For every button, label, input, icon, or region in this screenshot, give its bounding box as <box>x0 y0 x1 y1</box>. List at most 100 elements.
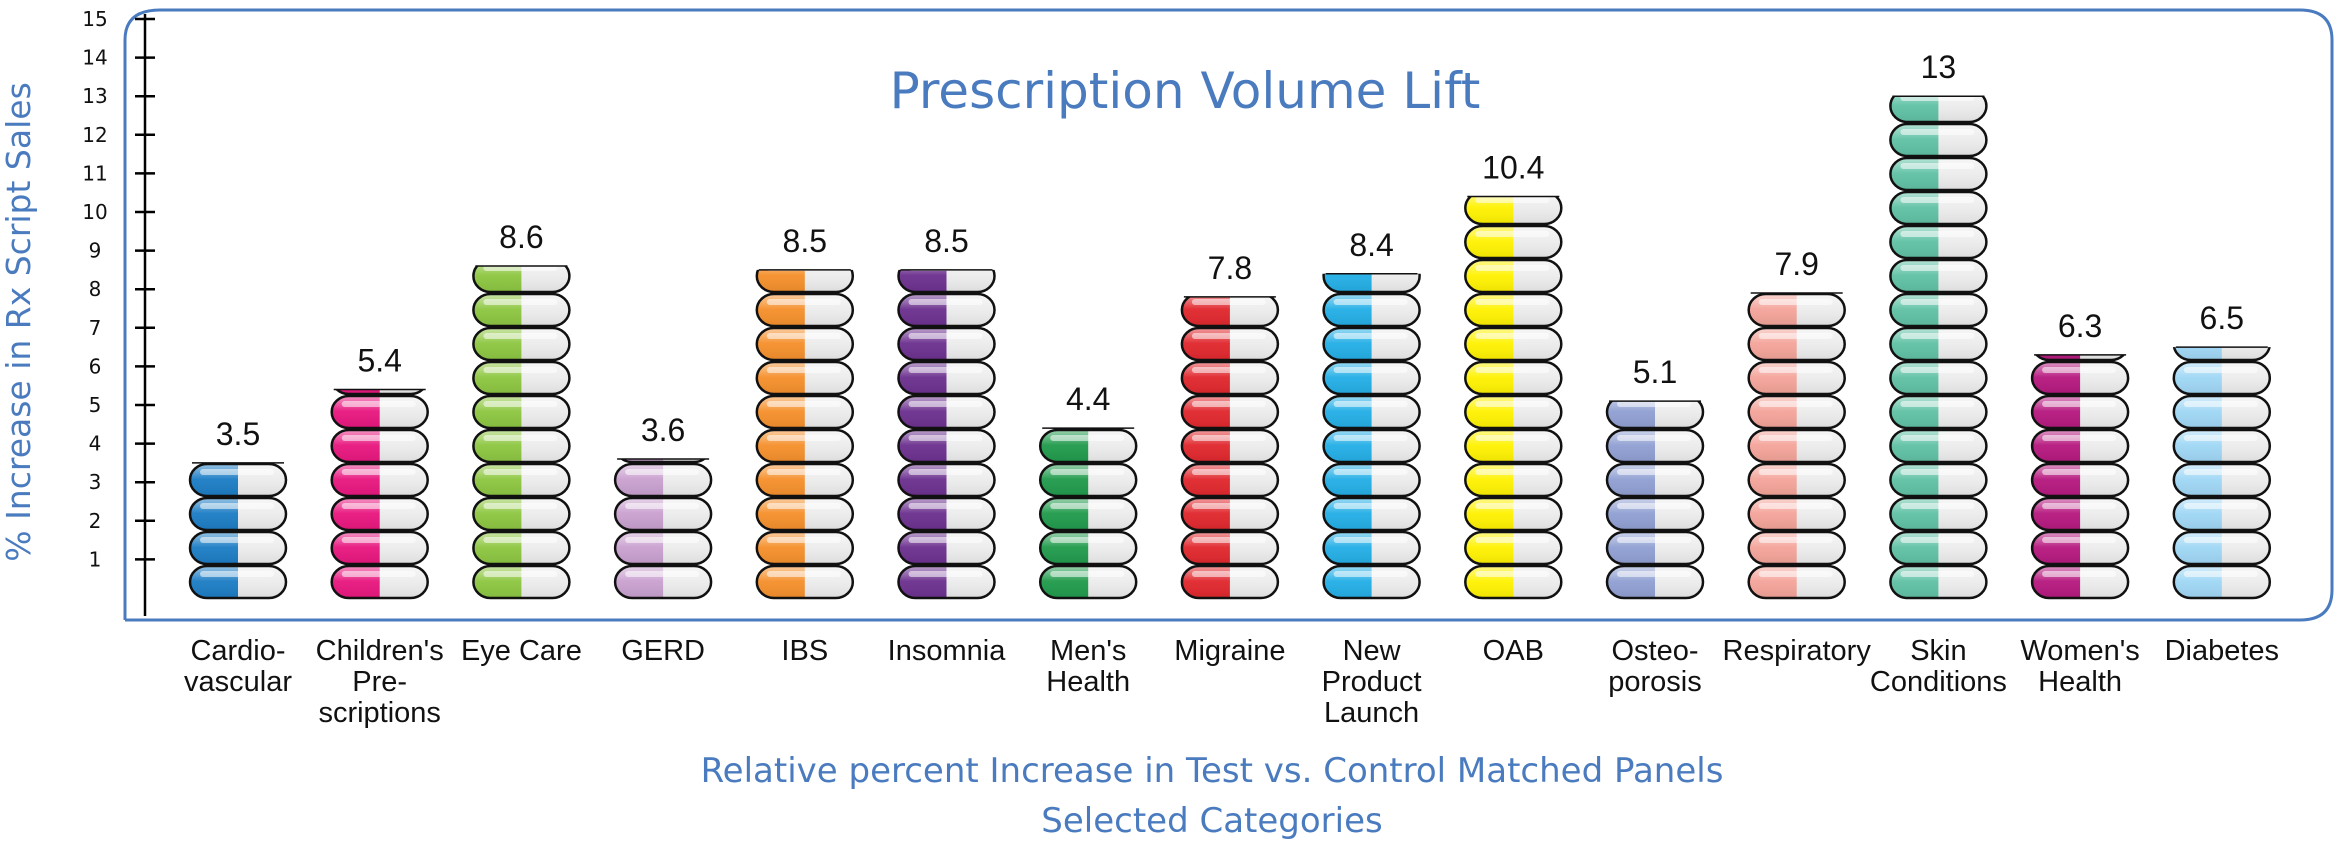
capsule <box>1747 428 1846 464</box>
chart-frame <box>123 8 2334 622</box>
capsule <box>1464 496 1563 532</box>
capsule <box>1605 401 1705 430</box>
capsule <box>897 269 996 294</box>
data-label: 5.1 <box>1633 354 1677 390</box>
capsule <box>1605 564 1705 600</box>
capsule <box>330 530 429 566</box>
data-label: 7.8 <box>1208 250 1252 286</box>
bar <box>1605 400 1705 600</box>
bar <box>330 388 429 600</box>
capsule <box>330 564 429 600</box>
category-label: Women's <box>2020 635 2139 667</box>
category-label: GERD <box>621 635 705 667</box>
y-tick-label: 13 <box>82 84 107 108</box>
data-label: 8.5 <box>783 223 827 259</box>
category-label: scriptions <box>318 697 441 729</box>
capsule <box>472 360 571 396</box>
capsule <box>472 266 571 294</box>
capsule <box>2030 360 2130 396</box>
category-label: Health <box>1046 666 1130 698</box>
capsule <box>1464 394 1563 430</box>
y-tick-label: 15 <box>82 7 107 31</box>
y-tick-label: 1 <box>89 547 102 571</box>
capsule <box>755 269 855 294</box>
capsule <box>897 326 996 362</box>
category-label: Osteo- <box>1611 635 1698 667</box>
capsule <box>1180 564 1280 600</box>
capsule <box>2030 428 2130 464</box>
bar <box>1464 195 1563 600</box>
bar <box>188 462 288 600</box>
capsule-stack <box>755 269 855 600</box>
data-label: 5.4 <box>357 343 401 379</box>
category-label: New <box>1343 635 1402 667</box>
capsule <box>2030 394 2130 430</box>
capsule-stack <box>1605 401 1705 600</box>
capsule <box>1605 428 1705 464</box>
y-tick-label: 5 <box>89 393 102 417</box>
capsule <box>1322 360 1421 396</box>
capsule <box>2030 462 2130 498</box>
capsule <box>1322 394 1421 430</box>
capsule <box>472 462 571 498</box>
capsule <box>1889 122 1988 158</box>
bar <box>1747 292 1846 600</box>
capsule <box>1889 360 1988 396</box>
bar <box>1180 296 1280 600</box>
capsule <box>1180 326 1280 362</box>
x-axis-label-line-2: Selected Categories <box>1041 801 1382 841</box>
capsule-stack <box>472 266 571 600</box>
data-label: 10.4 <box>1482 150 1544 186</box>
capsule <box>472 496 571 532</box>
capsule <box>2172 347 2271 362</box>
capsule <box>1322 326 1421 362</box>
capsule <box>755 496 855 532</box>
capsule <box>330 462 429 498</box>
capsule-stack <box>1322 273 1421 600</box>
capsule <box>331 389 428 396</box>
capsule <box>1322 564 1421 600</box>
capsule <box>1464 196 1563 226</box>
y-tick-label: 2 <box>89 509 102 533</box>
capsule <box>2172 564 2272 600</box>
capsule <box>1180 296 1280 328</box>
capsule <box>755 292 855 328</box>
capsule <box>1322 462 1421 498</box>
capsule <box>1605 496 1705 532</box>
capsule <box>1322 292 1421 328</box>
capsule-stack <box>1038 428 1138 600</box>
category-label: Pre- <box>352 666 407 698</box>
y-tick-label: 14 <box>82 46 107 70</box>
y-tick-label: 6 <box>89 354 102 378</box>
data-label: 7.9 <box>1774 246 1818 282</box>
capsule <box>897 530 996 566</box>
category-label: Diabetes <box>2165 635 2279 667</box>
capsule <box>188 462 288 498</box>
capsule <box>755 394 855 430</box>
y-tick-label: 8 <box>89 277 102 301</box>
capsule <box>755 564 855 600</box>
capsule <box>1464 224 1563 260</box>
capsule <box>1747 496 1846 532</box>
capsule <box>1464 564 1563 600</box>
capsule <box>1889 428 1988 464</box>
category-label: vascular <box>184 666 292 698</box>
capsule <box>1889 496 1988 532</box>
capsule <box>2172 496 2272 532</box>
capsule-stack <box>1747 293 1846 600</box>
capsule <box>755 360 855 396</box>
capsule <box>2172 394 2272 430</box>
capsule <box>1889 462 1988 498</box>
capsule-stack <box>1889 96 1988 600</box>
y-tick-label: 4 <box>89 432 102 456</box>
capsule <box>1180 394 1280 430</box>
category-label: Children's <box>316 635 444 667</box>
capsule <box>1322 428 1421 464</box>
category-label: Skin <box>1910 635 1966 667</box>
capsule-stack <box>1464 196 1563 600</box>
capsule <box>1889 394 1988 430</box>
capsule <box>2030 530 2130 566</box>
capsule <box>1889 224 1988 260</box>
capsule-stack <box>2030 354 2130 600</box>
